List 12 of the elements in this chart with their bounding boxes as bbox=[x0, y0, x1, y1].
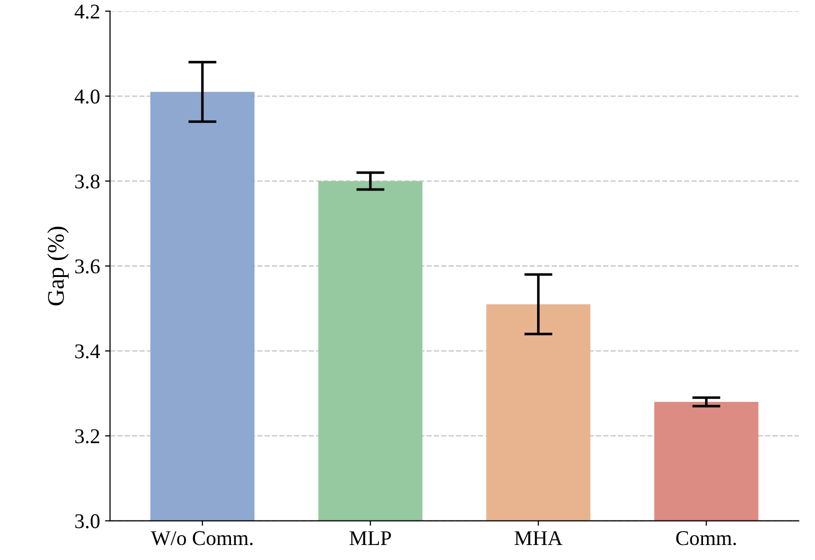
x-tick-label: W/o Comm. bbox=[150, 531, 253, 546]
y-axis-title: Gap (%) bbox=[47, 226, 69, 306]
y-tick-label: 4.0 bbox=[74, 90, 100, 104]
x-tick-label: MHA bbox=[514, 531, 562, 545]
y-tick-label: 3.4 bbox=[75, 344, 100, 358]
y-tick-label: 3.0 bbox=[75, 514, 100, 528]
x-tick-label: MLP bbox=[350, 531, 391, 545]
x-tick-label: Comm. bbox=[676, 531, 736, 546]
y-tick-label: 3.8 bbox=[75, 174, 100, 189]
y-tick-label: 3.2 bbox=[75, 429, 100, 444]
y-tick-label: 4.2 bbox=[74, 4, 100, 19]
y-tick-label: 3.6 bbox=[75, 259, 100, 274]
